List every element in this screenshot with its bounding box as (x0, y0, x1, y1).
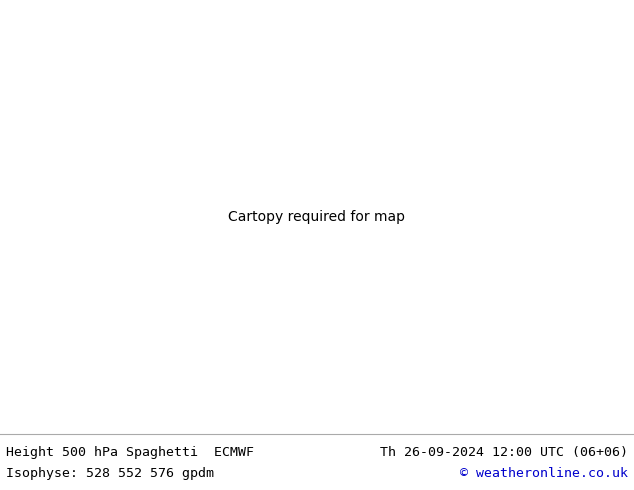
Text: Cartopy required for map: Cartopy required for map (228, 210, 406, 224)
Text: Isophyse: 528 552 576 gpdm: Isophyse: 528 552 576 gpdm (6, 467, 214, 480)
Text: Th 26-09-2024 12:00 UTC (06+06): Th 26-09-2024 12:00 UTC (06+06) (380, 446, 628, 459)
Text: © weatheronline.co.uk: © weatheronline.co.uk (460, 467, 628, 480)
Text: Height 500 hPa Spaghetti  ECMWF: Height 500 hPa Spaghetti ECMWF (6, 446, 254, 459)
